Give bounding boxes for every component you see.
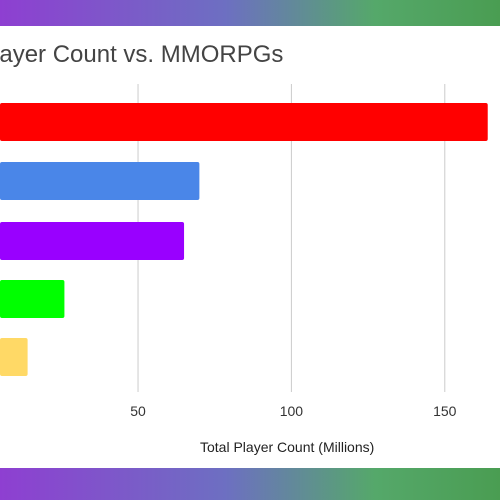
bar-2 [0, 162, 200, 200]
chart-frame: Player Count vs. MMORPGs 50 100 150 Total … [0, 26, 500, 468]
chart-title: Player Count vs. MMORPGs [0, 41, 284, 68]
x-tick-label: 100 [280, 403, 304, 419]
bar-1 [0, 103, 488, 141]
bar-5 [0, 338, 28, 376]
bar-4 [0, 280, 65, 318]
bar-3 [0, 222, 185, 260]
bar-chart: 50 100 150 [0, 84, 488, 419]
x-tick-label: 50 [130, 403, 146, 419]
x-axis-label: Total Player Count (Millions) [200, 439, 375, 455]
x-tick-label: 150 [433, 403, 457, 419]
